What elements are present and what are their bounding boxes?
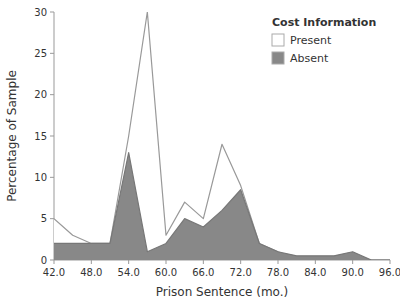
x-tick-label: 78.0 xyxy=(267,267,289,278)
x-tick-label: 48.0 xyxy=(80,267,102,278)
x-tick xyxy=(128,260,129,264)
x-tick xyxy=(203,260,204,264)
x-tick-label: 72.0 xyxy=(230,267,252,278)
y-tick xyxy=(50,53,54,54)
plot-area xyxy=(54,12,390,260)
legend-label: Present xyxy=(290,34,332,47)
x-tick xyxy=(240,260,241,264)
y-tick xyxy=(50,177,54,178)
x-tick-label: 54.0 xyxy=(118,267,140,278)
chart: 42.0 48.0 54.0 60.0 66.0 72.0 78.0 84.0 90.0 96.0… xyxy=(0,0,400,307)
series-line xyxy=(54,153,390,260)
x-tick-label: 84.0 xyxy=(304,267,326,278)
y-tick-label: 0 xyxy=(41,255,47,266)
x-tick-label: 96.0 xyxy=(379,267,400,278)
legend-label: Absent xyxy=(290,52,329,65)
x-tick xyxy=(91,260,92,264)
y-tick-label: 20 xyxy=(34,89,47,100)
y-tick-label: 10 xyxy=(34,172,47,183)
series-line xyxy=(54,12,390,260)
y-tick-label: 25 xyxy=(34,48,47,59)
x-tick xyxy=(390,260,391,264)
y-tick-label: 15 xyxy=(34,131,47,142)
y-tick xyxy=(50,260,54,261)
x-tick-label: 66.0 xyxy=(192,267,214,278)
legend-swatch xyxy=(272,34,284,46)
x-tick xyxy=(278,260,279,264)
x-tick-label: 90.0 xyxy=(342,267,364,278)
y-tick xyxy=(50,94,54,95)
series-area xyxy=(54,12,390,260)
y-tick-label: 5 xyxy=(41,213,47,224)
y-tick xyxy=(50,12,54,13)
x-tick xyxy=(315,260,316,264)
x-tick xyxy=(54,260,55,264)
x-axis-label: Prison Sentence (mo.) xyxy=(156,285,288,299)
y-axis-label: Percentage of Sample xyxy=(5,70,19,202)
legend-title: Cost Information xyxy=(272,16,376,29)
y-tick xyxy=(50,218,54,219)
y-tick xyxy=(50,136,54,137)
x-tick xyxy=(352,260,353,264)
legend: Cost Information Present Absent xyxy=(272,16,376,65)
x-tick-label: 42.0 xyxy=(43,267,65,278)
chart-container: 42.0 48.0 54.0 60.0 66.0 72.0 78.0 84.0 90.0 96.0… xyxy=(0,0,400,307)
series-area xyxy=(54,153,390,260)
axes: 42.0 48.0 54.0 60.0 66.0 72.0 78.0 84.0 90.0 96.0… xyxy=(34,7,400,279)
x-tick xyxy=(166,260,167,264)
legend-swatch xyxy=(272,52,284,64)
x-tick-label: 60.0 xyxy=(155,267,177,278)
y-tick-label: 30 xyxy=(34,7,47,18)
